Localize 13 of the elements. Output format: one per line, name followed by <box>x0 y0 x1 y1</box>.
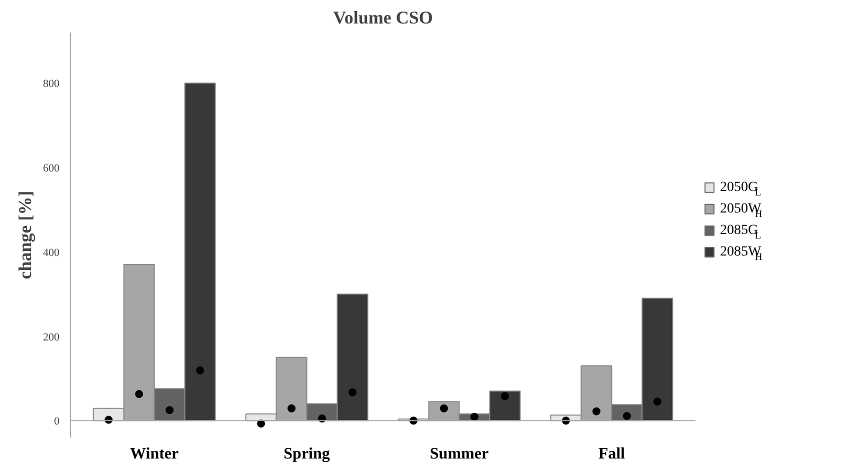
y-tick-label: 800 <box>43 78 60 90</box>
legend-label: 2085WH <box>720 244 762 263</box>
y-tick-label: 600 <box>43 162 60 174</box>
x-tick-label: Fall <box>598 446 626 462</box>
legend-label: 2050WH <box>720 202 762 220</box>
x-tick-label: Winter <box>130 446 179 462</box>
y-tick-label: 200 <box>43 331 60 344</box>
y-tick-label: 0 <box>54 416 60 428</box>
x-tick-label: Spring <box>284 446 330 462</box>
y-axis-title: change [%] <box>15 190 35 280</box>
x-tick-label: Summer <box>430 446 489 462</box>
y-tick-label: 400 <box>43 246 60 259</box>
chart-title: Volume CSO <box>333 8 433 28</box>
